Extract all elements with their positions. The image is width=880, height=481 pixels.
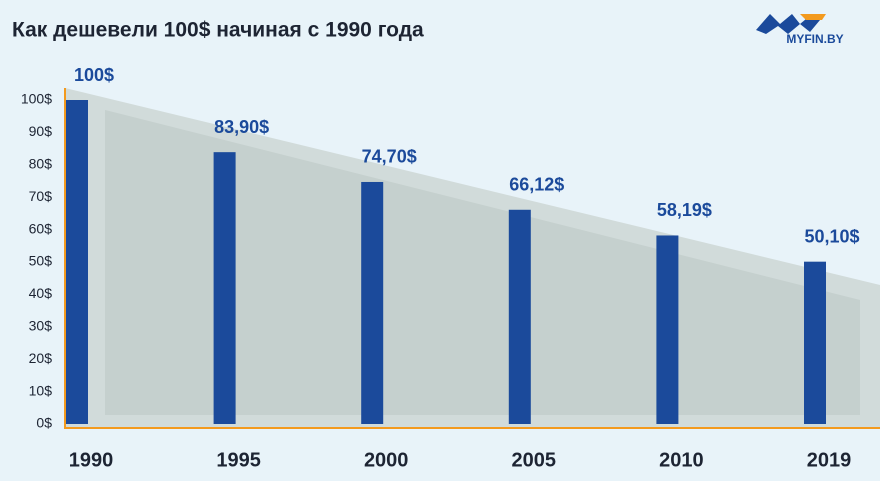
bar (508, 209, 531, 424)
value-label: 100$ (74, 65, 114, 85)
y-tick-label: 100$ (21, 91, 52, 107)
y-tick-label: 70$ (29, 188, 53, 204)
y-tick-label: 80$ (29, 156, 53, 172)
x-tick-label: 1995 (216, 449, 261, 471)
y-tick-label: 20$ (29, 350, 53, 366)
y-tick-label: 10$ (29, 382, 53, 398)
bar (361, 181, 384, 424)
y-tick-label: 40$ (29, 285, 53, 301)
y-tick-label: 50$ (29, 253, 53, 269)
value-label: 83,90$ (214, 117, 269, 137)
x-tick-label: 2005 (512, 449, 557, 471)
value-label: 74,70$ (362, 147, 417, 167)
x-tick-label: 2019 (807, 449, 852, 471)
value-label: 66,12$ (509, 175, 564, 195)
bar (66, 100, 88, 424)
logo: MYFIN.BY (756, 14, 844, 46)
y-tick-label: 0$ (36, 415, 52, 431)
chart-title: Как дешевели 100$ начиная с 1990 года (12, 19, 424, 42)
logo-text: MYFIN.BY (786, 32, 843, 46)
y-tick-label: 60$ (29, 220, 53, 236)
value-label: 50,10$ (804, 226, 859, 246)
logo-accent (800, 14, 826, 20)
bar (213, 152, 236, 424)
x-tick-label: 2000 (364, 449, 409, 471)
bar (804, 261, 826, 424)
value-label: 58,19$ (657, 200, 712, 220)
bar (656, 235, 679, 424)
y-tick-label: 90$ (29, 123, 53, 139)
x-tick-label: 1990 (69, 449, 114, 471)
x-tick-label: 2010 (659, 449, 704, 471)
y-tick-label: 30$ (29, 318, 53, 334)
